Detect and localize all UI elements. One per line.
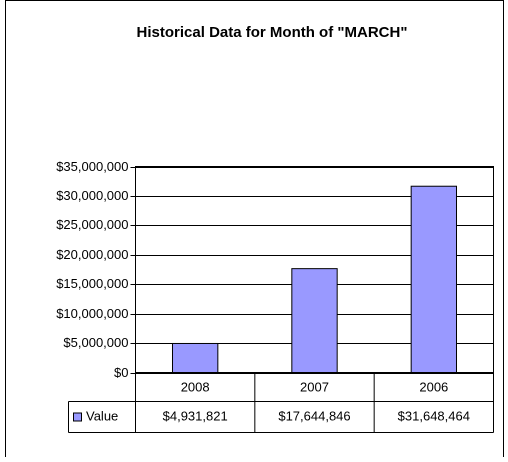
- bar: [410, 185, 458, 373]
- y-tick-label: $35,000,000: [56, 159, 128, 174]
- x-tick-label: 2006: [419, 379, 448, 394]
- bar: [291, 268, 338, 374]
- legend-swatch: [73, 412, 82, 422]
- x-tick-label: 2007: [300, 379, 329, 394]
- chart-title: Historical Data for Month of "MARCH": [137, 24, 408, 41]
- legend-label: Value: [86, 408, 118, 423]
- data-table-value: $31,648,464: [398, 408, 470, 423]
- y-tick-label: $10,000,000: [56, 306, 128, 321]
- y-tick-label: $20,000,000: [56, 247, 128, 262]
- data-table-value: $4,931,821: [163, 408, 228, 423]
- y-tick-label: $30,000,000: [56, 188, 128, 203]
- y-tick-label: $0: [114, 365, 128, 380]
- bar: [171, 342, 219, 374]
- data-table-value: $17,644,846: [278, 408, 350, 423]
- y-tick-label: $25,000,000: [56, 217, 128, 232]
- y-tick-label: $15,000,000: [56, 276, 128, 291]
- y-tick-label: $5,000,000: [63, 335, 128, 350]
- x-tick-label: 2008: [181, 379, 210, 394]
